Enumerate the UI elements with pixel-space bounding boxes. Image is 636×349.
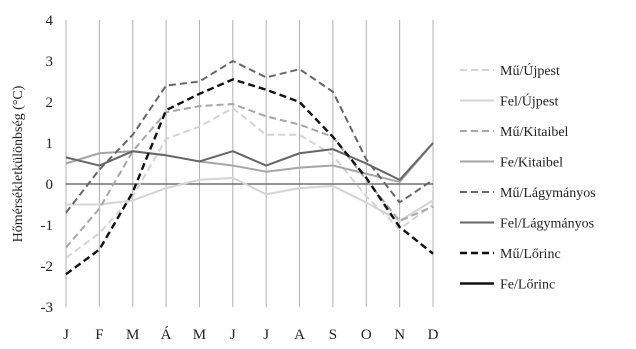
y-tick-label: 2 — [46, 95, 54, 111]
y-tick-label: 1 — [46, 136, 54, 152]
x-tick-label: N — [394, 327, 405, 343]
legend-label: Mű/Lágymányos — [500, 186, 596, 201]
series-line — [66, 176, 434, 222]
legend-label: Fel/Lágymányos — [500, 217, 594, 232]
x-tick-label: J — [230, 327, 236, 343]
y-tick-label: 0 — [46, 177, 54, 193]
series-line — [65, 107, 434, 259]
x-tick-label: J — [63, 327, 69, 343]
x-tick-label: M — [193, 327, 206, 343]
series-line — [65, 142, 434, 181]
series-line — [65, 142, 434, 183]
x-tick-label: F — [95, 327, 103, 343]
y-tick-label: -2 — [41, 259, 54, 275]
legend-label: Fe/Kitaibel — [500, 156, 563, 171]
x-tick-label: A — [294, 327, 305, 343]
grid — [65, 20, 434, 307]
x-tick-label: M — [126, 327, 139, 343]
y-tick-label: -1 — [41, 218, 54, 234]
y-tick-label: 3 — [46, 54, 54, 70]
x-tick-label: O — [361, 327, 372, 343]
x-tick-label: S — [329, 327, 337, 343]
x-tick-label: J — [263, 327, 269, 343]
series-lines — [65, 60, 434, 276]
legend-label: Fe/Lőrinc — [500, 278, 555, 293]
legend-label: Mű/Lőrinc — [500, 247, 561, 262]
legend-label: Mű/Kitaibel — [500, 125, 569, 140]
legend-label: Fel/Újpest — [500, 93, 558, 110]
y-tick-label: 4 — [46, 13, 54, 29]
y-axis-ticks: -3 -2 -1 0 1 2 3 4 — [41, 13, 54, 316]
y-axis-label: Hőmérsékletkülönbség (°C) — [11, 85, 26, 242]
x-tick-label: Á — [161, 326, 172, 343]
series-line — [65, 78, 434, 276]
y-tick-label: -3 — [41, 300, 54, 316]
x-tick-label: D — [428, 327, 439, 343]
legend-label: Mű/Újpest — [500, 62, 560, 79]
legend: Mű/Újpest Fel/Újpest Mű/Kitaibel Fe/Kitaibe… — [460, 62, 596, 293]
series-line — [65, 103, 434, 249]
